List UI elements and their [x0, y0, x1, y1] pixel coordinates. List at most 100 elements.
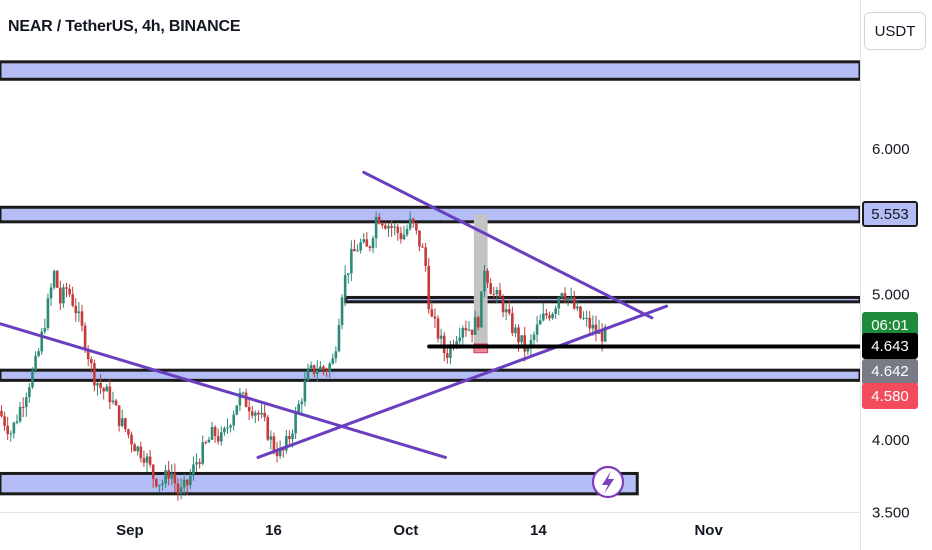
candle-body — [207, 439, 211, 443]
candle-body — [582, 317, 585, 319]
candle-body — [213, 427, 217, 437]
candle-body — [439, 335, 443, 339]
candle-body — [470, 329, 474, 335]
candle-body — [220, 432, 223, 442]
candle-body — [408, 218, 412, 229]
candle-body — [285, 436, 288, 451]
candle-body — [374, 216, 378, 239]
candle-body — [551, 314, 554, 319]
candle-body — [37, 351, 40, 356]
candle-body — [105, 386, 109, 392]
candle-body — [563, 293, 567, 300]
candle-body — [241, 392, 245, 394]
price-tag-zone-mid: 4.642 — [862, 358, 918, 385]
y-tick-label: 4.000 — [872, 432, 910, 449]
currency-button[interactable]: USDT — [864, 12, 926, 50]
candle-body — [288, 436, 291, 440]
candle-body — [257, 412, 260, 415]
y-tick-label: 5.000 — [872, 287, 910, 304]
candle-body — [384, 225, 387, 229]
grey-range-bar — [473, 214, 488, 344]
candle-body — [315, 370, 319, 374]
candle-body — [529, 340, 533, 347]
candle-body — [102, 388, 105, 392]
x-tick-label: 14 — [530, 522, 547, 539]
candle-body — [504, 309, 508, 313]
candle-body — [489, 283, 492, 295]
candle-body — [24, 397, 28, 408]
candle-body — [306, 368, 310, 381]
candle-body — [449, 344, 452, 358]
candle-body — [86, 349, 90, 360]
candle-body — [312, 365, 316, 374]
candle-body — [337, 325, 341, 352]
candle-body — [34, 355, 37, 371]
candle-body — [89, 359, 93, 364]
candle-body — [151, 464, 155, 479]
candle-body — [0, 410, 3, 417]
candle-body — [6, 425, 9, 434]
candle-body — [424, 247, 427, 266]
candle-body — [158, 485, 161, 487]
candle-body — [501, 297, 505, 313]
candle-body — [108, 386, 112, 403]
candle-body — [387, 225, 390, 229]
candle-body — [83, 325, 87, 350]
candle-body — [229, 425, 232, 428]
candle-body — [77, 311, 81, 314]
candle-body — [455, 341, 458, 347]
candle-body — [538, 320, 542, 325]
candle-body — [511, 313, 514, 334]
candle-body — [189, 475, 192, 486]
candle-body — [59, 287, 62, 304]
candle-body — [15, 421, 19, 423]
x-tick-label: 16 — [265, 522, 282, 539]
candle-body — [99, 383, 102, 389]
candle-body — [21, 406, 25, 408]
candle-body — [291, 433, 294, 440]
candle-body — [185, 479, 189, 486]
candle-body — [405, 228, 409, 235]
candle-body — [467, 329, 471, 331]
candle-body — [498, 290, 502, 298]
candle-body — [576, 306, 579, 309]
x-tick-label: Nov — [694, 522, 723, 539]
candle-body — [46, 298, 50, 329]
candle-body — [223, 428, 226, 433]
candle-body — [381, 223, 384, 226]
candle-body — [49, 287, 53, 299]
candle-body — [594, 324, 598, 334]
candle-body — [12, 422, 16, 434]
candle-body — [9, 433, 13, 435]
candle-body — [275, 451, 279, 457]
candle-body — [557, 297, 561, 309]
candle-body — [31, 370, 34, 388]
y-tick-label: 3.500 — [872, 505, 910, 522]
candle-body — [473, 317, 477, 335]
candle-body — [124, 418, 127, 430]
candle-body — [155, 478, 158, 487]
candle-body — [319, 366, 322, 371]
lightning-icon[interactable] — [591, 465, 625, 499]
candle-body — [436, 318, 440, 339]
trendline-falling-short — [362, 170, 654, 320]
candle-body — [353, 248, 356, 252]
candle-body — [368, 246, 372, 249]
candle-body — [195, 462, 198, 465]
candle-body — [164, 470, 167, 484]
candle-body — [427, 265, 431, 310]
candle-body — [526, 346, 530, 352]
candle-body — [244, 392, 248, 408]
chart-legend: NEAR / TetherUS, 4h, BINANCE — [8, 18, 241, 36]
candle-body — [278, 447, 282, 457]
candle-body — [226, 427, 229, 429]
candle-body — [334, 351, 338, 359]
candle-body — [120, 418, 124, 427]
candle-body — [461, 328, 465, 338]
candle-body — [139, 446, 143, 459]
lines-layer — [0, 170, 862, 459]
candle-body — [300, 401, 304, 405]
candle-body — [216, 436, 220, 442]
candle-body — [161, 483, 164, 486]
